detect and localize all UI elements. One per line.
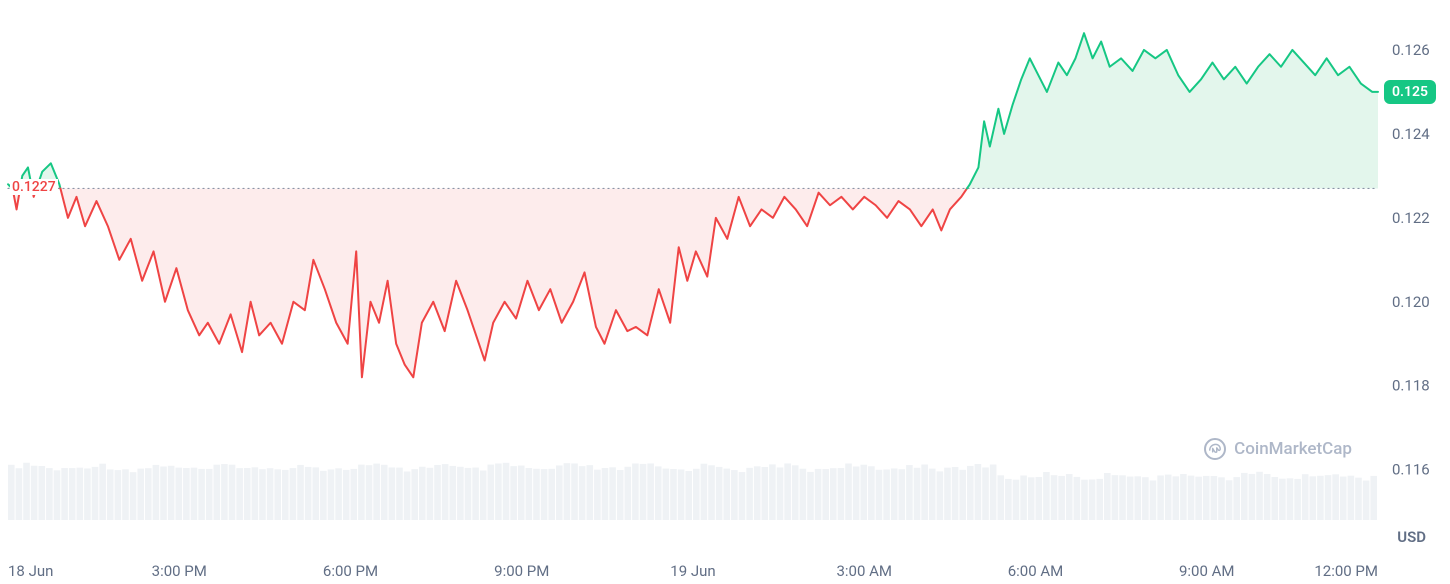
svg-text:3:00 PM: 3:00 PM	[152, 562, 207, 580]
svg-text:9:00 PM: 9:00 PM	[494, 562, 549, 580]
svg-text:0.118: 0.118	[1392, 377, 1430, 395]
svg-text:0.126: 0.126	[1392, 41, 1430, 59]
svg-text:0.116: 0.116	[1392, 461, 1430, 479]
svg-text:18 Jun: 18 Jun	[8, 562, 53, 580]
baseline-price-label: 0.1227	[10, 179, 58, 195]
watermark: CoinMarketCap	[1204, 438, 1352, 460]
svg-text:12:00 PM: 12:00 PM	[1314, 562, 1378, 580]
svg-text:0.124: 0.124	[1392, 125, 1430, 143]
svg-text:6:00 PM: 6:00 PM	[323, 562, 378, 580]
svg-text:6:00 AM: 6:00 AM	[1008, 562, 1064, 580]
svg-text:0.122: 0.122	[1392, 209, 1430, 227]
price-chart[interactable]: 0.116 0.118 0.120 0.122 0.124 0.126 USD 18 Jun 3…	[0, 0, 1450, 584]
svg-text:USD: USD	[1397, 528, 1426, 546]
svg-text:3:00 AM: 3:00 AM	[836, 562, 892, 580]
svg-text:0.120: 0.120	[1392, 293, 1430, 311]
watermark-text: CoinMarketCap	[1234, 439, 1352, 459]
current-price-badge: 0.125	[1384, 80, 1436, 104]
coinmarketcap-logo-icon	[1204, 438, 1226, 460]
chart-canvas: 0.116 0.118 0.120 0.122 0.124 0.126 USD 18 Jun 3…	[0, 0, 1450, 584]
svg-text:9:00 AM: 9:00 AM	[1179, 562, 1235, 580]
svg-text:19 Jun: 19 Jun	[670, 562, 715, 580]
